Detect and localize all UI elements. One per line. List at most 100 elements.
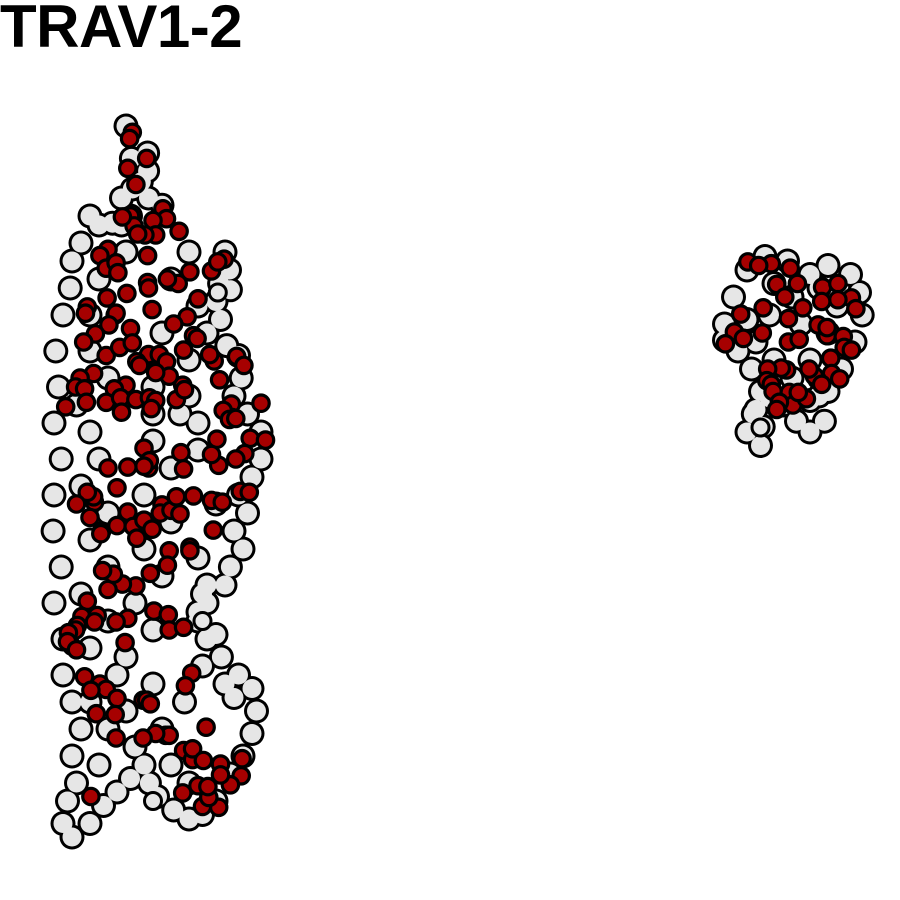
background-cell: [49, 377, 68, 397]
highlighted-cell-point: [106, 612, 126, 632]
background-cell: [175, 692, 194, 712]
background-cell: [197, 575, 217, 595]
highlighted-cell-point: [788, 382, 809, 403]
highlighted-cell-point: [97, 288, 117, 308]
highlighted-cell-point: [166, 486, 187, 507]
background-cell: [224, 688, 244, 707]
highlighted-cell-point: [163, 314, 184, 334]
highlighted-cell-point: [173, 340, 194, 360]
highlighted-cell-point: [106, 728, 126, 748]
background-cell: [134, 755, 154, 775]
highlighted-cell-point: [91, 523, 111, 544]
background-cell: [139, 188, 158, 208]
background-cell: [89, 755, 109, 775]
background-cell: [215, 575, 235, 595]
background-cell: [139, 773, 159, 793]
background-cell: [787, 411, 806, 431]
background-cell: [62, 251, 82, 271]
background-cell: [164, 800, 184, 820]
background-cell: [192, 611, 213, 631]
highlighted-cell-point: [255, 430, 276, 450]
highlighted-cell-point: [107, 477, 127, 498]
highlighted-cell-point: [107, 688, 127, 709]
highlighted-cell-point: [180, 540, 200, 561]
highlighted-cell-point: [187, 328, 207, 349]
highlighted-cell-point: [81, 786, 101, 807]
highlighted-cell-point: [226, 408, 246, 429]
highlighted-cell-point: [140, 563, 161, 584]
background-cell: [51, 449, 71, 469]
highlighted-cell-point: [77, 482, 98, 503]
background-cell: [53, 305, 73, 325]
highlighted-cell-point: [108, 262, 128, 283]
highlighted-cell-point: [239, 482, 260, 503]
highlighted-cell-point: [112, 207, 133, 227]
highlighted-cell-point: [201, 444, 222, 465]
background-cell: [62, 746, 82, 766]
background-cell: [62, 827, 82, 847]
highlighted-cell-point: [137, 245, 158, 266]
highlighted-cell-point: [174, 379, 195, 400]
highlighted-cell-point: [92, 560, 113, 581]
highlighted-cell-point: [210, 765, 231, 785]
background-cell: [818, 256, 838, 275]
highlighted-cell-point: [118, 457, 138, 477]
highlighted-cell-point: [66, 639, 87, 660]
background-cell: [58, 791, 77, 811]
background-cell: [238, 503, 257, 523]
background-cell: [44, 593, 64, 613]
highlighted-cell-point: [778, 308, 799, 329]
background-cell: [179, 242, 199, 262]
highlighted-cell-point: [817, 317, 837, 338]
highlighted-cell-point: [138, 278, 159, 298]
highlighted-cell-point: [171, 442, 191, 463]
highlighted-cell-point: [715, 333, 736, 354]
highlighted-cell-point: [173, 459, 194, 479]
highlighted-cell-point: [141, 398, 161, 419]
background-cell: [224, 521, 244, 541]
background-cell: [107, 665, 127, 685]
highlighted-cell-point: [196, 717, 216, 737]
highlighted-cell-point: [117, 283, 137, 304]
highlighted-cell-point: [209, 369, 230, 390]
background-cell: [80, 422, 100, 442]
highlighted-cell-point: [133, 728, 153, 748]
background-cell: [233, 539, 253, 559]
highlighted-cell-point: [193, 750, 214, 771]
highlighted-cell-point: [119, 128, 140, 149]
background-cell: [107, 782, 127, 802]
highlighted-cell-point: [172, 783, 193, 803]
background-cell: [53, 814, 73, 833]
background-cell: [215, 674, 235, 694]
highlighted-cell-point: [142, 519, 162, 539]
background-cell: [62, 692, 82, 712]
highlighted-cell-point: [111, 402, 132, 422]
highlighted-cell-point: [73, 332, 94, 352]
background-cell: [43, 521, 63, 541]
highlighted-cell-point: [748, 255, 769, 276]
background-cell: [71, 233, 91, 253]
highlighted-cell-point: [182, 738, 203, 759]
background-cell: [121, 769, 140, 788]
highlighted-cell-point: [55, 396, 76, 417]
background-cell: [125, 593, 145, 613]
background-cell: [211, 310, 230, 329]
highlighted-cell-point: [129, 355, 150, 376]
highlighted-cell-point: [828, 273, 848, 294]
highlighted-cell-point: [226, 449, 246, 469]
background-cell: [80, 814, 100, 833]
background-cell: [814, 411, 834, 431]
highlighted-cell-point: [169, 221, 189, 242]
background-cell: [750, 417, 771, 438]
highlighted-cells-layer: [55, 122, 866, 818]
background-cell: [220, 557, 240, 577]
background-cell: [134, 485, 154, 505]
highlighted-cell-point: [234, 355, 254, 376]
highlighted-cell-point: [212, 492, 233, 512]
highlighted-cell-point: [846, 298, 866, 319]
highlighted-cell-point: [105, 704, 125, 725]
highlighted-cell-point: [173, 617, 194, 638]
background-cell: [143, 620, 163, 640]
highlighted-cell-point: [188, 288, 208, 309]
background-cell: [112, 188, 131, 208]
